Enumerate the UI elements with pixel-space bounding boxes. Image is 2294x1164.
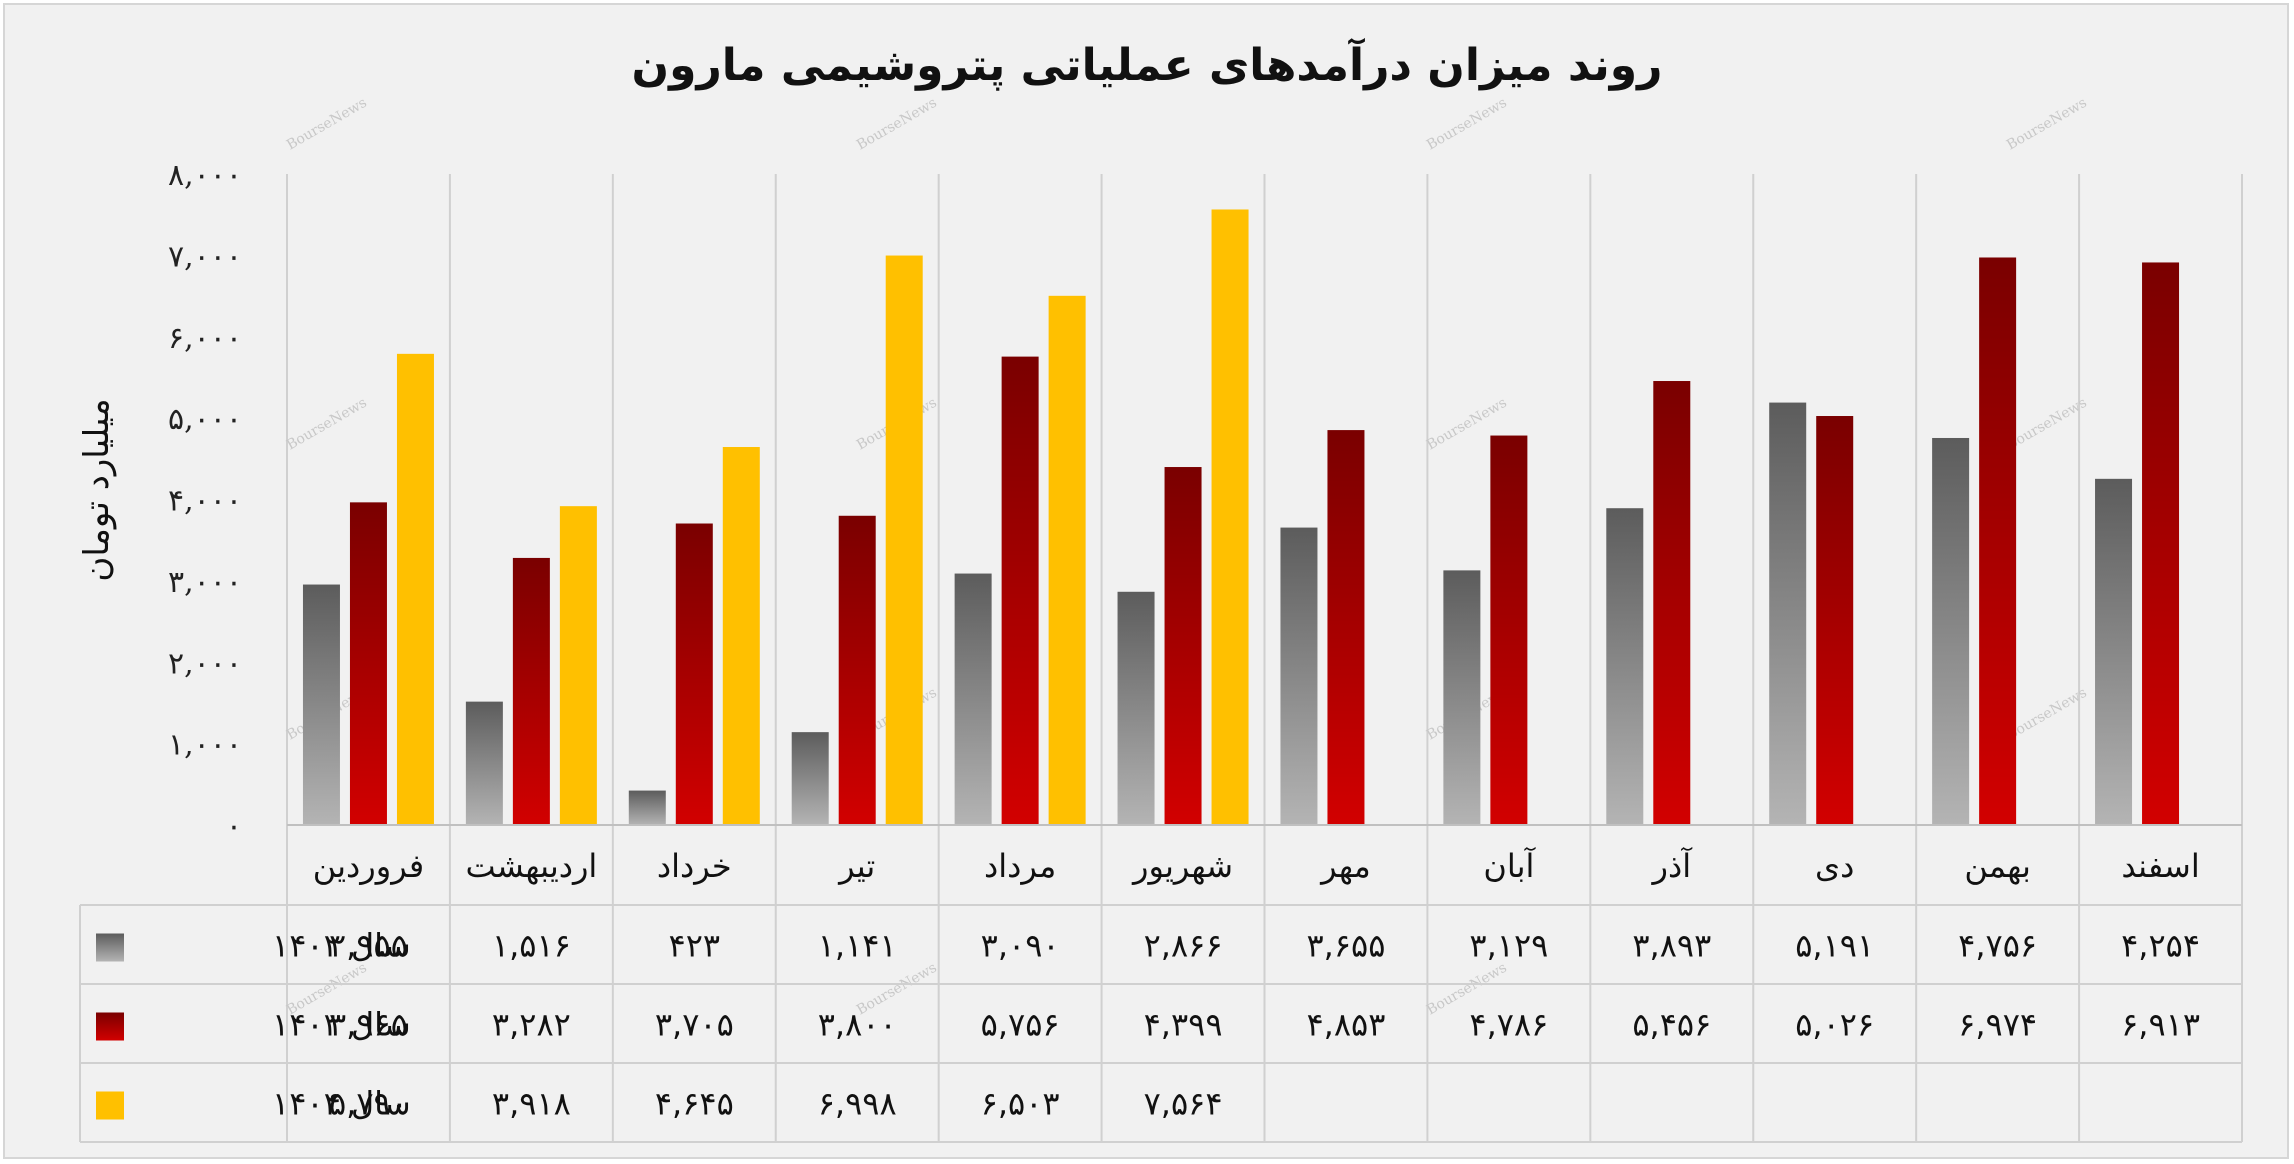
data-label-3-6: ۷,۵۶۴ <box>1144 1085 1223 1123</box>
bar-1-7 <box>1280 527 1318 825</box>
bar-2-5 <box>1001 356 1039 825</box>
bar-1-8 <box>1443 570 1481 825</box>
bar-3-1 <box>396 353 434 825</box>
data-label-1-8: ۳,۱۲۹ <box>1469 927 1548 965</box>
x-tick-label: دی <box>1815 847 1854 885</box>
bar-3-3 <box>722 447 760 825</box>
data-label-1-5: ۳,۰۹۰ <box>981 927 1060 965</box>
bar-1-2 <box>465 701 503 825</box>
data-label-2-3: ۳,۷۰۵ <box>655 1006 734 1044</box>
y-tick-label: ۲,۰۰۰ <box>168 646 242 681</box>
data-label-3-1: ۵,۷۹۰ <box>329 1085 408 1123</box>
data-label-2-8: ۴,۷۸۶ <box>1469 1006 1548 1044</box>
data-label-2-1: ۳,۹۶۵ <box>329 1006 408 1044</box>
bar-1-10 <box>1769 402 1807 825</box>
bar-1-1 <box>302 584 340 825</box>
x-tick-label: مرداد <box>984 847 1056 885</box>
data-label-2-7: ۴,۸۵۳ <box>1306 1006 1385 1044</box>
watermark-text: BourseNews <box>2004 395 2090 454</box>
x-tick-label: آذر <box>1650 846 1693 885</box>
data-label-2-9: ۵,۴۵۶ <box>1632 1006 1711 1044</box>
data-label-1-11: ۴,۷۵۶ <box>1958 927 2037 965</box>
data-label-1-9: ۳,۸۹۳ <box>1632 927 1711 965</box>
chart-title: روند میزان درآمدهای عملیاتی پتروشیمی مار… <box>631 40 1663 91</box>
data-label-1-1: ۲,۹۵۵ <box>329 927 408 965</box>
watermark-text: BourseNews <box>2004 685 2090 744</box>
bar-1-12 <box>2095 478 2133 825</box>
bar-1-9 <box>1606 508 1644 825</box>
data-label-1-12: ۴,۲۵۴ <box>2121 927 2200 965</box>
x-tick-label: فروردین <box>313 847 424 885</box>
data-label-2-12: ۶,۹۱۳ <box>2121 1006 2200 1044</box>
data-label-2-5: ۵,۷۵۶ <box>981 1006 1060 1044</box>
legend-label-3: سال ۱۴۰۴ <box>272 1085 411 1123</box>
bar-2-12 <box>2142 262 2180 826</box>
data-label-1-4: ۱,۱۴۱ <box>818 927 897 965</box>
watermark-text: BourseNews <box>2004 95 2090 154</box>
y-tick-label: ۶,۰۰۰ <box>168 321 242 356</box>
bar-2-9 <box>1653 381 1691 825</box>
data-label-1-7: ۳,۶۵۵ <box>1306 927 1385 965</box>
legend-key-3 <box>96 1091 124 1120</box>
data-label-2-4: ۳,۸۰۰ <box>818 1006 897 1044</box>
bar-2-2 <box>512 557 550 825</box>
data-label-2-2: ۳,۲۸۲ <box>492 1006 571 1044</box>
y-tick-label: ۰ <box>226 809 242 844</box>
bar-2-7 <box>1327 430 1365 825</box>
bar-3-6 <box>1211 209 1249 826</box>
x-tick-label: مهر <box>1319 847 1371 885</box>
x-tick-label: اردیبهشت <box>465 847 597 885</box>
bar-3-5 <box>1048 295 1086 826</box>
bar-3-4 <box>885 255 923 826</box>
x-tick-label: بهمن <box>1964 847 2031 885</box>
bar-2-1 <box>349 502 387 825</box>
bar-1-4 <box>791 732 829 825</box>
watermark-text: BourseNews <box>284 95 370 154</box>
legend-key-1 <box>96 933 124 962</box>
data-label-1-10: ۵,۱۹۱ <box>1795 927 1874 965</box>
data-label-3-4: ۶,۹۹۸ <box>818 1085 897 1123</box>
watermark-text: BourseNews <box>284 395 370 454</box>
y-tick-label: ۴,۰۰۰ <box>168 484 242 519</box>
bar-1-5 <box>954 573 992 825</box>
x-tick-label: آبان <box>1483 846 1536 885</box>
bar-1-6 <box>1117 591 1155 825</box>
data-label-3-2: ۳,۹۱۸ <box>492 1085 571 1123</box>
y-tick-label: ۳,۰۰۰ <box>168 565 242 600</box>
y-tick-label: ۵,۰۰۰ <box>168 402 242 437</box>
bar-2-8 <box>1490 435 1528 825</box>
bar-2-3 <box>675 523 713 825</box>
bar-2-11 <box>1979 257 2017 826</box>
x-tick-label: شهریور <box>1131 847 1233 885</box>
y-tick-label: ۷,۰۰۰ <box>168 239 242 274</box>
data-label-3-5: ۶,۵۰۳ <box>981 1085 1060 1123</box>
bar-1-3 <box>628 790 666 825</box>
bar-2-10 <box>1816 416 1854 825</box>
y-tick-label: ۱,۰۰۰ <box>168 728 242 763</box>
data-label-1-3: ۴۲۳ <box>669 927 721 965</box>
bar-1-11 <box>1932 437 1970 825</box>
x-tick-label: تیر <box>837 847 875 885</box>
data-label-1-6: ۲,۸۶۶ <box>1144 927 1223 965</box>
watermark-text: BourseNews <box>1424 95 1510 154</box>
data-label-2-11: ۶,۹۷۴ <box>1958 1006 2037 1044</box>
x-tick-label: اسفند <box>2121 847 2199 885</box>
legend-key-2 <box>96 1012 124 1041</box>
bar-3-2 <box>559 506 597 825</box>
data-label-2-6: ۴,۳۹۹ <box>1144 1006 1223 1044</box>
y-tick-label: ۸,۰۰۰ <box>168 158 242 193</box>
data-label-1-2: ۱,۵۱۶ <box>492 927 571 965</box>
x-tick-label: خرداد <box>657 847 732 885</box>
legend-label-1: سال ۱۴۰۲ <box>272 927 411 965</box>
legend-label-2: سال ۱۴۰۳ <box>272 1006 411 1044</box>
watermark-text: BourseNews <box>854 95 940 154</box>
bar-2-6 <box>1164 467 1202 825</box>
bar-2-4 <box>838 515 876 825</box>
data-label-2-10: ۵,۰۲۶ <box>1795 1006 1874 1044</box>
data-label-3-3: ۴,۶۴۵ <box>655 1085 734 1123</box>
